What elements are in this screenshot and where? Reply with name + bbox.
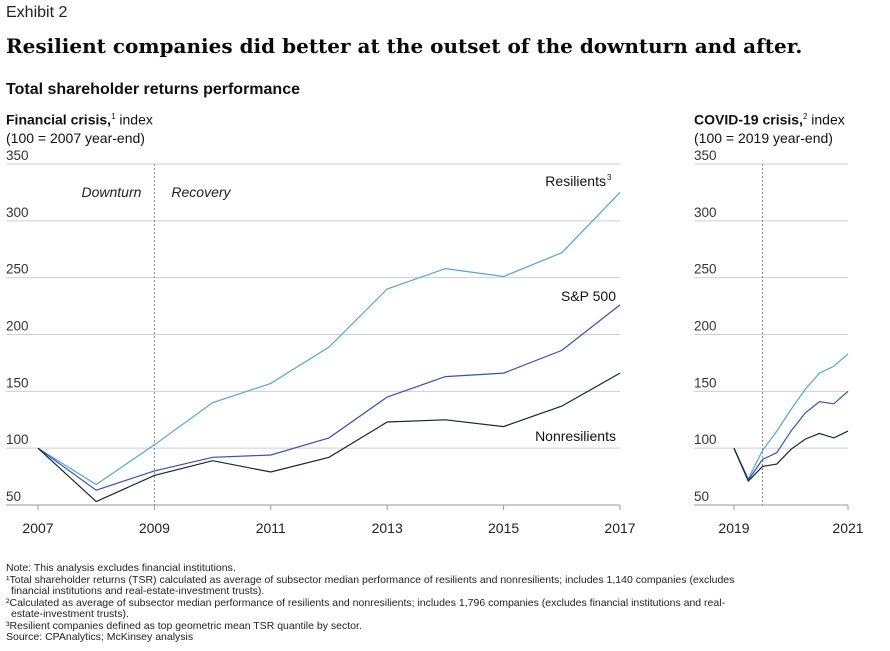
right-panel-suffix: index xyxy=(807,111,845,128)
left-panel-title: Financial crisis, xyxy=(6,111,112,128)
y-tick-label: 350 xyxy=(6,150,29,163)
note-line: financial institutions and real-estate-i… xyxy=(11,585,265,597)
y-tick-label: 200 xyxy=(694,319,717,334)
x-tick-label: 2015 xyxy=(488,520,519,536)
footnotes: Note: This analysis excludes financial i… xyxy=(6,562,866,644)
headline: Resilient companies did better at the ou… xyxy=(6,34,803,58)
series-line-resilients xyxy=(37,191,621,486)
y-tick-label: 50 xyxy=(6,489,21,504)
y-tick-label: 150 xyxy=(694,375,717,390)
note-line: ²Calculated as average of subsector medi… xyxy=(6,596,726,609)
x-tick-label: 2021 xyxy=(832,520,863,536)
note-line: estate-investment trusts). xyxy=(11,608,129,620)
y-tick-label: 50 xyxy=(694,489,709,504)
series-label-resilients: Resilients xyxy=(545,173,606,189)
series-label-sup: 3 xyxy=(607,173,612,182)
left-panel-sup: 1 xyxy=(111,112,116,121)
y-tick-label: 100 xyxy=(694,432,717,447)
right-panel-sup: 2 xyxy=(802,112,808,121)
series-label-nonresilients: Nonresilients xyxy=(535,428,616,444)
x-tick-label: 2019 xyxy=(718,520,749,536)
series-line-sp500 xyxy=(733,390,849,482)
note-line: ³Resilient companies defined as top geom… xyxy=(6,619,362,632)
note-line: Note: This analysis excludes financial i… xyxy=(6,562,236,574)
phase-label-downturn: Downturn xyxy=(81,184,141,200)
x-tick-label: 2013 xyxy=(372,520,403,536)
y-tick-label: 200 xyxy=(6,319,29,334)
right-panel-title: COVID-19 crisis, xyxy=(694,111,803,128)
exhibit-label: Exhibit 2 xyxy=(6,4,68,21)
y-tick-label: 100 xyxy=(6,432,29,447)
y-tick-label: 350 xyxy=(694,150,717,163)
left-panel-suffix: index xyxy=(115,111,153,128)
x-tick-label: 2011 xyxy=(256,520,286,536)
left-panel-label: Financial crisis,1 index (100 = 2007 yea… xyxy=(6,108,153,147)
y-tick-label: 250 xyxy=(694,262,717,277)
series-label-sp500: S&P 500 xyxy=(561,288,616,304)
x-tick-label: 2009 xyxy=(139,520,170,536)
x-tick-label: 2007 xyxy=(22,520,53,536)
right-panel-label: COVID-19 crisis,2 index (100 = 2019 year… xyxy=(694,108,845,147)
note-line: Source: CPAnalytics; McKinsey analysis xyxy=(6,631,194,643)
right-panel-sub: (100 = 2019 year-end) xyxy=(694,129,833,146)
y-tick-label: 250 xyxy=(6,262,29,277)
note-line: ¹Total shareholder returns (TSR) calcula… xyxy=(6,573,735,586)
x-tick-label: 2017 xyxy=(604,520,635,536)
y-tick-label: 150 xyxy=(6,375,29,390)
series-line-sp500 xyxy=(37,304,621,491)
y-tick-label: 300 xyxy=(6,205,29,220)
chart-subtitle: Total shareholder returns performance xyxy=(6,81,300,98)
phase-label-recovery: Recovery xyxy=(171,184,231,200)
y-tick-label: 300 xyxy=(694,205,717,220)
series-line-nonresilients xyxy=(733,430,849,483)
left-panel-sub: (100 = 2007 year-end) xyxy=(6,129,145,146)
series-line-resilients xyxy=(733,353,849,481)
series-line-nonresilients xyxy=(37,372,621,503)
